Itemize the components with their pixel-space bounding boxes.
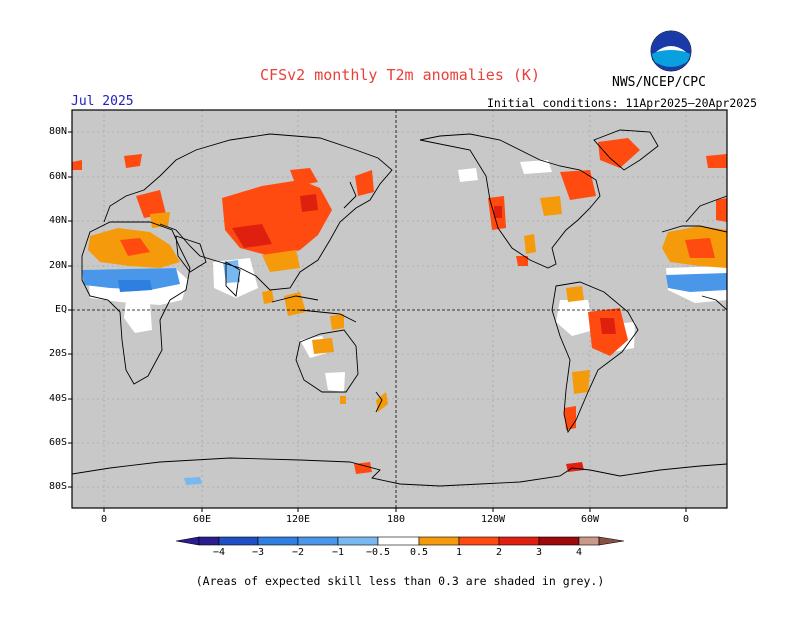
- map-frame: [71, 109, 728, 509]
- colorbar-box: [458, 536, 500, 546]
- lon-label: 60E: [192, 514, 212, 525]
- lon-label: 60W: [580, 514, 600, 525]
- colorbar-box: [337, 536, 379, 546]
- colorbar-end-low: [175, 536, 200, 546]
- colorbar-box: [578, 536, 600, 546]
- agency-label: NWS/NCEP/CPC: [612, 75, 706, 90]
- lon-label: 120W: [480, 514, 506, 525]
- lat-label: 40S: [48, 393, 67, 404]
- colorbar-label: −2: [291, 547, 305, 558]
- colorbar-label: 4: [575, 547, 583, 558]
- colorbar-box: [198, 536, 220, 546]
- positive-anomaly-patches: [72, 138, 727, 474]
- colorbar: [175, 536, 625, 546]
- lat-label: 20S: [48, 348, 67, 359]
- lat-label: 20N: [48, 260, 67, 271]
- colorbar-box: [218, 536, 259, 546]
- colorbar-label: 2: [495, 547, 503, 558]
- map-content: [72, 110, 727, 508]
- negative-anomaly-patches: [82, 260, 727, 485]
- chart-title: CFSv2 monthly T2m anomalies (K): [260, 66, 540, 84]
- colorbar-box: [257, 536, 299, 546]
- colorbar-end-high: [598, 536, 625, 546]
- initial-conditions-label: Initial conditions: 11Apr2025–20Apr2025: [487, 96, 758, 110]
- colorbar-box: [377, 536, 420, 546]
- lon-label: 0: [100, 514, 108, 525]
- colorbar-label: −1: [331, 547, 345, 558]
- lon-label: 0: [682, 514, 690, 525]
- colorbar-label: 0.5: [409, 547, 429, 558]
- lat-label: 40N: [48, 215, 67, 226]
- colorbar-box: [297, 536, 339, 546]
- coastlines: [72, 129, 727, 487]
- lat-label: 60N: [48, 171, 67, 182]
- axis-ticks: [68, 131, 687, 512]
- lon-label: 180: [386, 514, 406, 525]
- colorbar-label: 3: [535, 547, 543, 558]
- colorbar-box: [538, 536, 580, 546]
- month-label: Jul 2025: [71, 94, 134, 109]
- map-panel: [72, 110, 727, 508]
- colorbar-label: −4: [212, 547, 226, 558]
- skill-footnote: (Areas of expected skill less than 0.3 a…: [195, 574, 605, 588]
- colorbar-label: 1: [455, 547, 463, 558]
- noaa-logo: [650, 30, 692, 72]
- lat-label: 60S: [48, 437, 67, 448]
- lon-label: 120E: [285, 514, 311, 525]
- colorbar-label: −3: [251, 547, 265, 558]
- colorbar-label: −0.5: [365, 547, 391, 558]
- lat-label: EQ: [54, 304, 67, 315]
- colorbar-box: [498, 536, 540, 546]
- colorbar-box: [418, 536, 460, 546]
- lat-label: 80N: [48, 126, 67, 137]
- lat-label: 80S: [48, 481, 67, 492]
